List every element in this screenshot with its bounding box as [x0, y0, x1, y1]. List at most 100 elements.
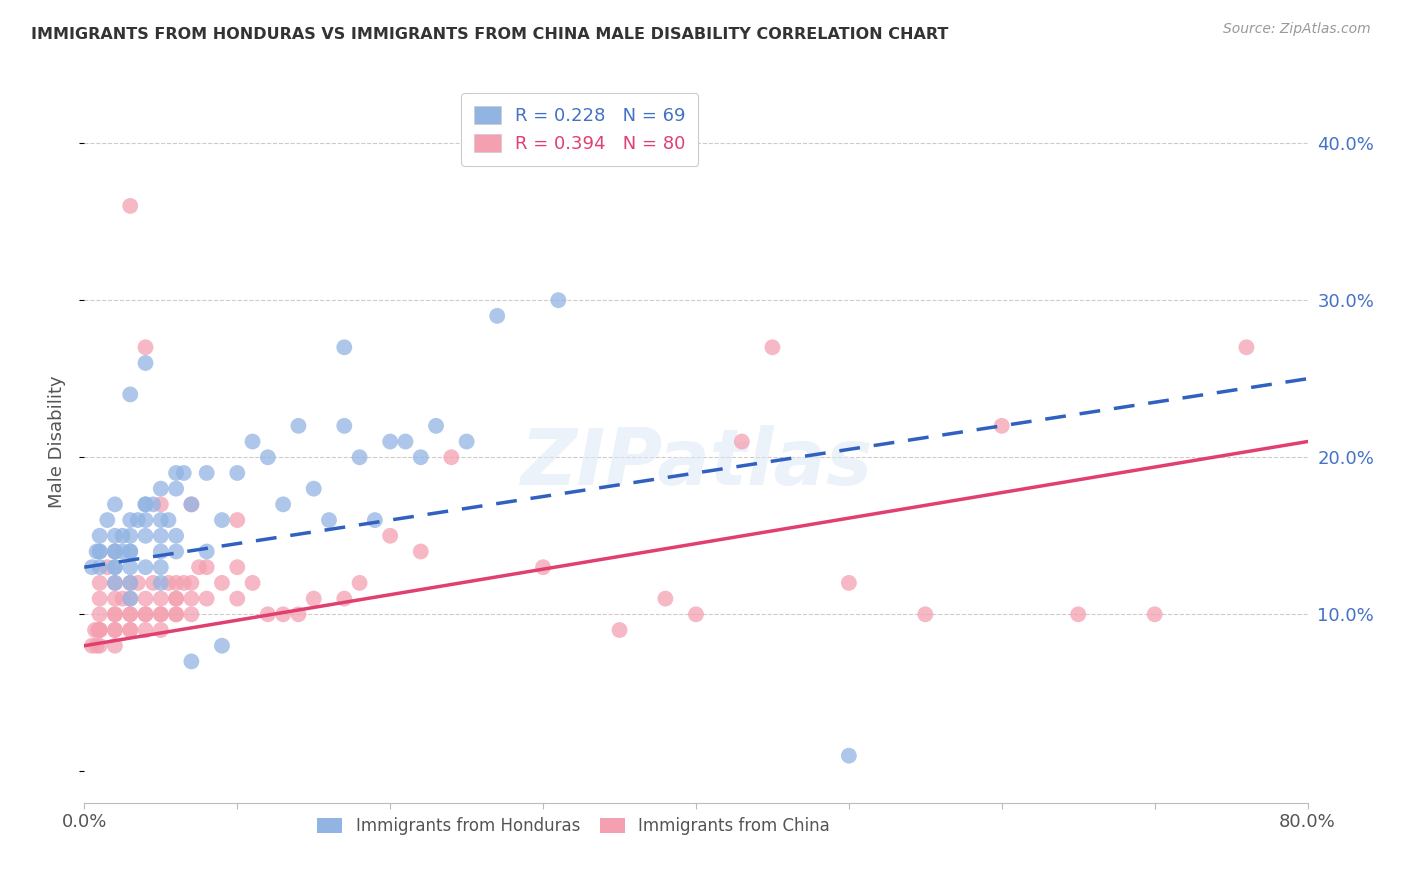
Point — [180, 575, 202, 590]
Point — [440, 450, 463, 465]
Point — [104, 529, 127, 543]
Point — [120, 575, 142, 590]
Point — [149, 513, 172, 527]
Point — [380, 529, 402, 543]
Point — [135, 591, 157, 606]
Point — [120, 560, 142, 574]
Point — [226, 513, 249, 527]
Point — [914, 607, 936, 622]
Point — [135, 513, 157, 527]
Point — [149, 607, 172, 622]
Point — [157, 575, 180, 590]
Point — [333, 591, 356, 606]
Point — [120, 623, 142, 637]
Point — [89, 607, 111, 622]
Point — [127, 513, 149, 527]
Point — [226, 591, 249, 606]
Point — [149, 529, 172, 543]
Point — [120, 387, 142, 401]
Point — [409, 450, 432, 465]
Point — [135, 623, 157, 637]
Point — [135, 497, 157, 511]
Point — [89, 529, 111, 543]
Point — [111, 529, 134, 543]
Point — [287, 607, 309, 622]
Point — [180, 497, 202, 511]
Point — [333, 418, 356, 433]
Point — [257, 607, 280, 622]
Point — [104, 607, 127, 622]
Point — [120, 513, 142, 527]
Point — [173, 575, 195, 590]
Point — [120, 544, 142, 558]
Point — [89, 544, 111, 558]
Point — [195, 544, 218, 558]
Point — [104, 623, 127, 637]
Point — [89, 623, 111, 637]
Point — [104, 591, 127, 606]
Point — [104, 575, 127, 590]
Point — [165, 607, 187, 622]
Point — [349, 450, 371, 465]
Point — [120, 607, 142, 622]
Point — [211, 513, 233, 527]
Point — [89, 575, 111, 590]
Text: ZIPatlas: ZIPatlas — [520, 425, 872, 501]
Point — [302, 482, 325, 496]
Point — [226, 466, 249, 480]
Point — [104, 560, 127, 574]
Point — [226, 560, 249, 574]
Point — [120, 591, 142, 606]
Point — [149, 497, 172, 511]
Point — [180, 497, 202, 511]
Point — [165, 466, 187, 480]
Point — [211, 575, 233, 590]
Point — [180, 655, 202, 669]
Point — [120, 575, 142, 590]
Point — [89, 639, 111, 653]
Point — [135, 529, 157, 543]
Legend: Immigrants from Honduras, Immigrants from China: Immigrants from Honduras, Immigrants fro… — [311, 810, 837, 841]
Point — [364, 513, 387, 527]
Point — [211, 639, 233, 653]
Point — [486, 309, 509, 323]
Point — [761, 340, 783, 354]
Point — [991, 418, 1014, 433]
Point — [84, 623, 107, 637]
Point — [242, 575, 264, 590]
Point — [165, 482, 187, 496]
Y-axis label: Male Disability: Male Disability — [48, 376, 66, 508]
Point — [120, 199, 142, 213]
Point — [165, 591, 187, 606]
Point — [425, 418, 447, 433]
Point — [531, 560, 554, 574]
Point — [838, 575, 860, 590]
Point — [165, 607, 187, 622]
Point — [380, 434, 402, 449]
Point — [149, 544, 172, 558]
Point — [86, 639, 108, 653]
Point — [135, 497, 157, 511]
Point — [547, 293, 569, 308]
Point — [135, 560, 157, 574]
Point — [180, 607, 202, 622]
Point — [80, 639, 103, 653]
Point — [86, 544, 108, 558]
Point — [685, 607, 707, 622]
Point — [1236, 340, 1258, 354]
Point — [89, 623, 111, 637]
Text: IMMIGRANTS FROM HONDURAS VS IMMIGRANTS FROM CHINA MALE DISABILITY CORRELATION CH: IMMIGRANTS FROM HONDURAS VS IMMIGRANTS F… — [31, 27, 948, 42]
Point — [394, 434, 416, 449]
Point — [838, 748, 860, 763]
Point — [188, 560, 211, 574]
Point — [96, 560, 118, 574]
Point — [173, 466, 195, 480]
Text: Source: ZipAtlas.com: Source: ZipAtlas.com — [1223, 22, 1371, 37]
Point — [104, 544, 127, 558]
Point — [104, 560, 127, 574]
Point — [104, 544, 127, 558]
Point — [120, 591, 142, 606]
Point — [89, 623, 111, 637]
Point — [195, 466, 218, 480]
Point — [333, 340, 356, 354]
